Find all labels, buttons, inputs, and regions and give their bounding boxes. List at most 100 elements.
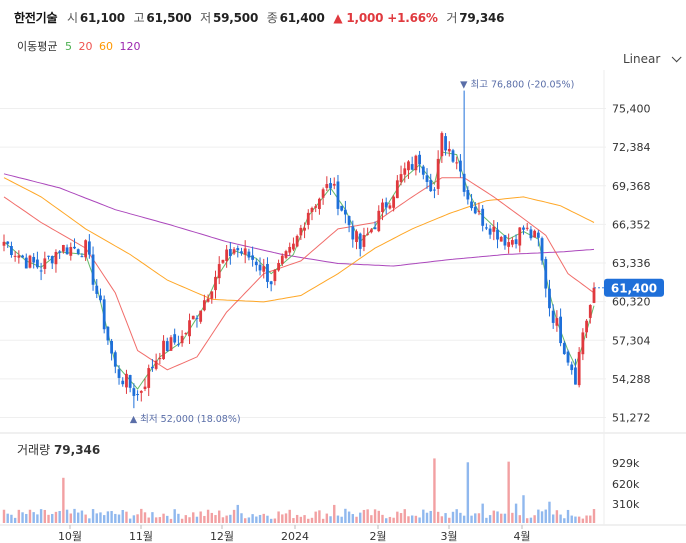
candle-body <box>310 207 314 212</box>
candle-body <box>76 249 80 254</box>
volume-bar <box>529 517 533 523</box>
open-value: 61,100 <box>79 11 125 25</box>
candle-body <box>258 264 262 271</box>
candle-body <box>433 189 436 191</box>
candle-body <box>210 291 214 299</box>
price-header: 한전기술 시 61,100 고 61,500 저 59,500 종 61,400 ▲ 1… <box>14 9 509 26</box>
volume-bar <box>80 510 84 523</box>
candle-body <box>514 239 518 245</box>
candle-body <box>451 150 455 162</box>
volume-bar <box>162 513 165 523</box>
candle-body <box>462 173 466 192</box>
close-value: 61,400 <box>279 11 325 25</box>
volume-bar <box>466 462 470 523</box>
volume-bar <box>292 518 295 523</box>
volume-bar <box>474 513 477 523</box>
volume-bar <box>232 509 236 523</box>
volume-bar <box>377 510 380 523</box>
candle-body <box>306 212 310 225</box>
candle-body <box>392 196 396 208</box>
volume-bar <box>240 513 243 523</box>
volume-bar <box>95 513 98 523</box>
candle-body <box>24 257 28 269</box>
candle-body <box>529 229 533 239</box>
ma20-label: 20 <box>78 40 93 53</box>
volume-bar <box>574 516 577 523</box>
volume-bar <box>166 515 169 523</box>
volume-bar <box>140 508 143 523</box>
candle-body <box>221 259 225 263</box>
candle-body <box>32 256 36 263</box>
volume-bar <box>199 511 202 523</box>
candle-body <box>177 344 180 346</box>
volume-bar <box>247 517 251 523</box>
scale-selector[interactable]: Linear <box>623 52 682 66</box>
volume-bar <box>43 509 47 523</box>
volume-bar <box>440 516 444 523</box>
candle-body <box>566 351 570 363</box>
volume-bar <box>173 509 176 523</box>
volume-bar <box>17 509 21 523</box>
candle-body <box>562 342 566 355</box>
candle-body <box>321 189 325 198</box>
volume-bar <box>2 509 6 523</box>
candle-body <box>132 388 136 396</box>
candle-body <box>522 227 525 230</box>
candle-body <box>369 229 373 233</box>
candle-body <box>299 227 303 236</box>
candle-body <box>236 248 240 251</box>
candle-body <box>143 386 147 390</box>
y-tick-label: 75,400 <box>612 103 651 116</box>
candle-body <box>429 180 433 192</box>
candle-body <box>585 320 588 333</box>
volume-bar <box>373 509 377 523</box>
candle-body <box>162 340 165 360</box>
x-tick-label: 12월 <box>210 530 234 543</box>
volume-bar <box>581 518 585 523</box>
x-tick-label: 3월 <box>440 530 457 543</box>
volume-bar <box>28 509 32 523</box>
candle-body <box>240 251 243 254</box>
candle-body <box>407 161 410 171</box>
candle-body <box>21 255 24 258</box>
candle-body <box>518 227 522 246</box>
x-tick-label: 2월 <box>369 530 386 543</box>
volume-bar <box>262 513 265 523</box>
candle-body <box>459 160 462 172</box>
volume-bar <box>58 510 61 523</box>
candle-body <box>273 269 277 282</box>
candle-body <box>510 240 514 245</box>
volume-bar <box>210 512 213 523</box>
candle-body <box>492 226 496 232</box>
volume-bar <box>540 511 544 523</box>
candle-body <box>484 227 488 229</box>
ma5-label: 5 <box>64 40 72 53</box>
candle-body <box>158 358 162 360</box>
volume-bar <box>236 504 239 523</box>
candle-body <box>577 351 581 386</box>
x-tick-label: 10월 <box>58 530 82 543</box>
candle-body <box>544 259 548 289</box>
volume-bar <box>388 516 392 523</box>
moving-average-legend[interactable]: 이동평균 5 20 60 120 <box>17 38 144 54</box>
volume-bar <box>381 514 384 523</box>
volume-bar <box>488 515 492 523</box>
candle-body <box>533 230 537 238</box>
volume-bar <box>526 518 529 523</box>
volume-bar <box>221 517 225 523</box>
volume-bar <box>258 514 262 523</box>
candle-body <box>373 227 377 230</box>
volume-bar <box>36 514 39 523</box>
candle-body <box>329 183 332 189</box>
candle-body <box>447 148 451 152</box>
candle-body <box>188 320 191 337</box>
volume-bar <box>151 512 154 523</box>
candle-body <box>280 255 284 264</box>
candle-body <box>214 276 217 291</box>
y-tick-label: 66,352 <box>612 218 651 231</box>
volume-bar <box>329 516 332 523</box>
volume-bar <box>114 513 117 523</box>
candle-body <box>481 208 485 226</box>
candle-body <box>588 305 592 318</box>
